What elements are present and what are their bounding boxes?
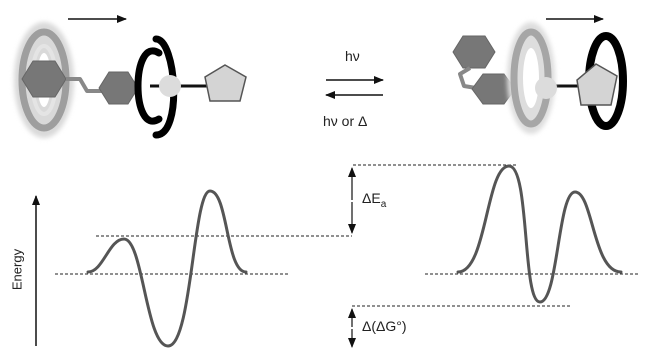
right-sphere — [535, 77, 557, 99]
energy-axis-label: Energy — [9, 248, 25, 291]
delta-ea-subscript: a — [380, 198, 387, 210]
left-rotaxane — [14, 15, 247, 139]
right-pentagon — [576, 63, 618, 106]
delta-ea-label: ΔEa — [362, 190, 386, 210]
left-energy-profile — [55, 189, 352, 348]
left-pentagon — [204, 64, 247, 102]
right-grey-ring — [507, 22, 555, 134]
forward-arrow-label: hν — [345, 48, 360, 64]
equilibrium-arrows — [325, 76, 384, 99]
left-hexagon-1 — [21, 60, 67, 98]
delta-ea-text: ΔE — [362, 190, 381, 206]
right-energy-curve — [456, 164, 623, 304]
right-energy-profile — [352, 164, 640, 307]
reverse-arrow-label: hν or Δ — [323, 113, 368, 129]
right-linker — [458, 66, 477, 90]
left-hexagon-2 — [98, 71, 139, 105]
right-hexagon-1 — [452, 35, 496, 69]
right-hexagon-2 — [471, 73, 516, 105]
delta-delta-g-label: Δ(ΔG°) — [362, 318, 407, 334]
right-rotaxane — [452, 15, 627, 134]
left-sphere — [159, 75, 181, 97]
left-energy-curve — [86, 189, 248, 348]
left-black-ring — [134, 47, 163, 125]
